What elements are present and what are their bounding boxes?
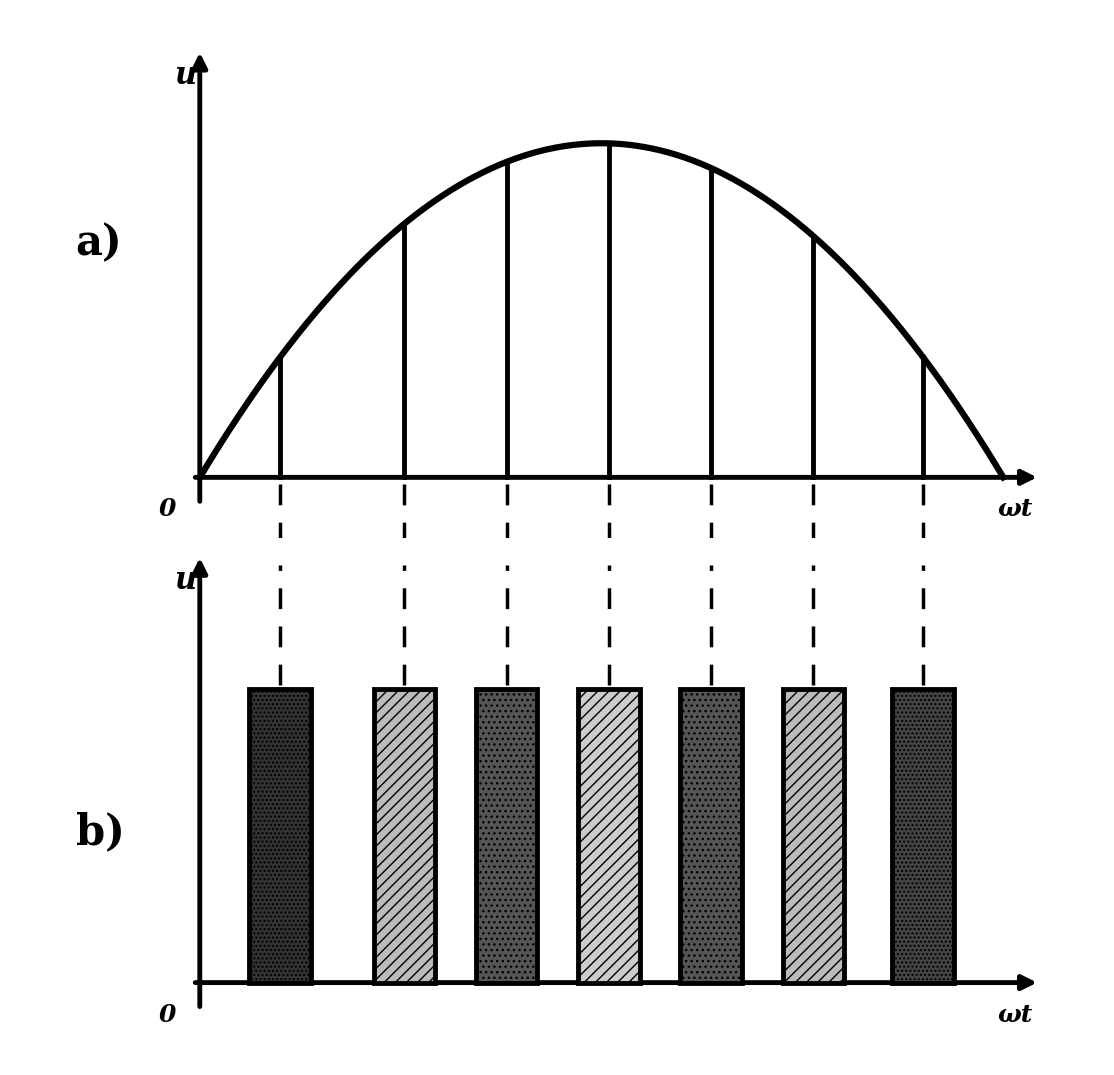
Text: b): b) bbox=[76, 812, 125, 854]
Bar bbox=[476, 689, 537, 983]
Text: u: u bbox=[174, 565, 196, 596]
Text: a): a) bbox=[76, 223, 123, 264]
Bar bbox=[681, 689, 742, 983]
Text: 0: 0 bbox=[159, 1003, 176, 1027]
Text: ωt: ωt bbox=[997, 1003, 1033, 1027]
Bar bbox=[892, 689, 954, 983]
Bar bbox=[373, 689, 434, 983]
Bar bbox=[250, 689, 311, 983]
Text: u: u bbox=[174, 60, 196, 90]
Bar bbox=[783, 689, 844, 983]
Text: 0: 0 bbox=[159, 498, 176, 521]
Text: ωt: ωt bbox=[997, 498, 1033, 521]
Bar bbox=[578, 689, 639, 983]
